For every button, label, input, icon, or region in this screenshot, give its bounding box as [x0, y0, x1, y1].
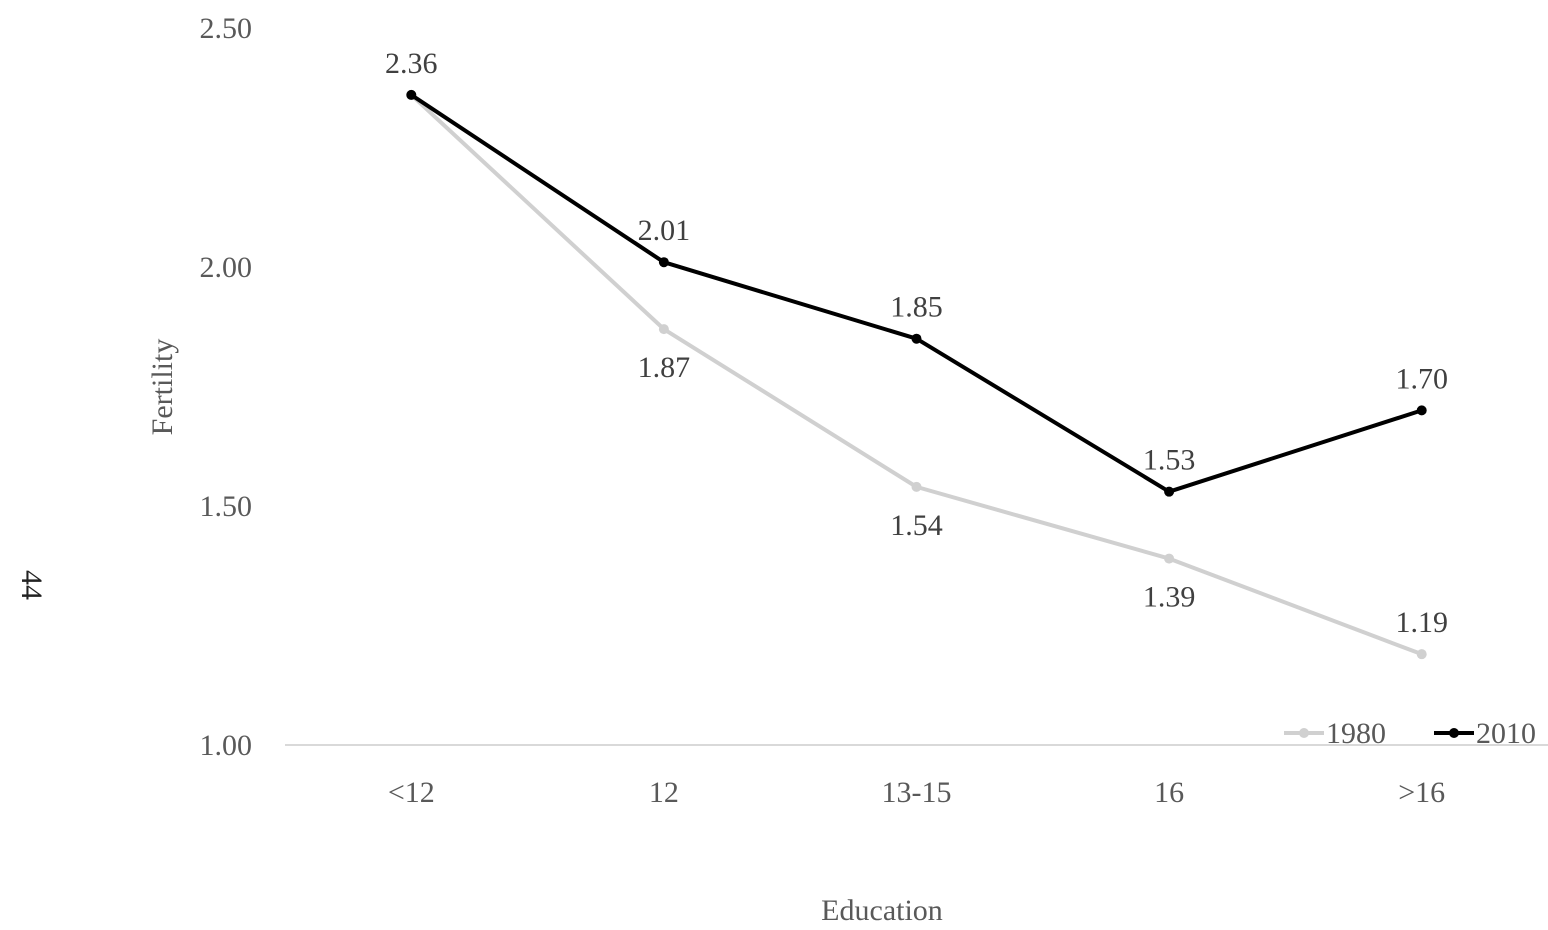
data-labels: 1.87 1.54 1.39 1.19 2.36 2.01 1.85 1.53 1.70: [385, 47, 1448, 639]
data-label-2010-13-15: 1.85: [890, 291, 943, 324]
data-point-1980-16: [1164, 553, 1175, 564]
data-point-2010-16: [1164, 486, 1175, 497]
series-line-1980: [409, 93, 1423, 657]
data-label-1980-16: 1.39: [1143, 581, 1196, 614]
y-tick-label: 1.00: [200, 729, 253, 762]
y-tick-label: 2.50: [200, 12, 253, 45]
x-tick-label-16: 16: [1154, 776, 1184, 809]
x-tick-label-13-15: 13-15: [882, 776, 952, 809]
legend-label-2010: 2010: [1476, 717, 1536, 750]
legend-item-2010: 2010: [1434, 717, 1536, 750]
data-point-1980-13-15: [911, 481, 922, 492]
data-point-2010-gt16: [1416, 405, 1427, 416]
data-point-1980-gt16: [1416, 649, 1427, 660]
data-label-2010-gt16: 1.70: [1395, 362, 1448, 395]
x-tick-label-12: 12: [649, 776, 679, 809]
x-axis-title: Education: [821, 894, 943, 925]
y-tick-label: 1.50: [200, 490, 253, 523]
legend-swatch-marker: [1449, 728, 1459, 738]
legend-label-1980: 1980: [1326, 717, 1386, 750]
x-tick-label-gt16: >16: [1398, 776, 1445, 809]
data-label-1980-12: 1.87: [638, 351, 691, 384]
page-number: 44: [15, 570, 48, 600]
series-2010: [406, 89, 1427, 497]
data-label-1980-13-15: 1.54: [890, 509, 943, 542]
x-axis: <12 12 13-15 16 >16: [285, 744, 1548, 809]
y-axis-ticks: 1.00 1.50 2.00 2.50: [200, 12, 253, 762]
data-point-2010-lt12: [406, 89, 417, 100]
data-point-2010-12: [658, 257, 669, 268]
data-point-2010-13-15: [911, 333, 922, 344]
series-1980: [406, 89, 1427, 660]
data-label-2010-12: 2.01: [638, 214, 691, 247]
series-layer: [406, 89, 1427, 660]
data-point-1980-12: [658, 324, 669, 335]
legend-swatch-marker: [1299, 728, 1309, 738]
data-label-1980-gt16: 1.19: [1395, 606, 1448, 639]
legend-item-1980: 1980: [1284, 717, 1386, 750]
x-tick-label-lt12: <12: [388, 776, 435, 809]
y-tick-label: 2.00: [200, 251, 253, 284]
legend: 1980 2010: [1284, 717, 1536, 750]
y-axis-title: Fertility: [146, 339, 179, 436]
data-label-2010-lt12: 2.36: [385, 47, 438, 80]
data-label-2010-16: 1.53: [1143, 444, 1196, 477]
